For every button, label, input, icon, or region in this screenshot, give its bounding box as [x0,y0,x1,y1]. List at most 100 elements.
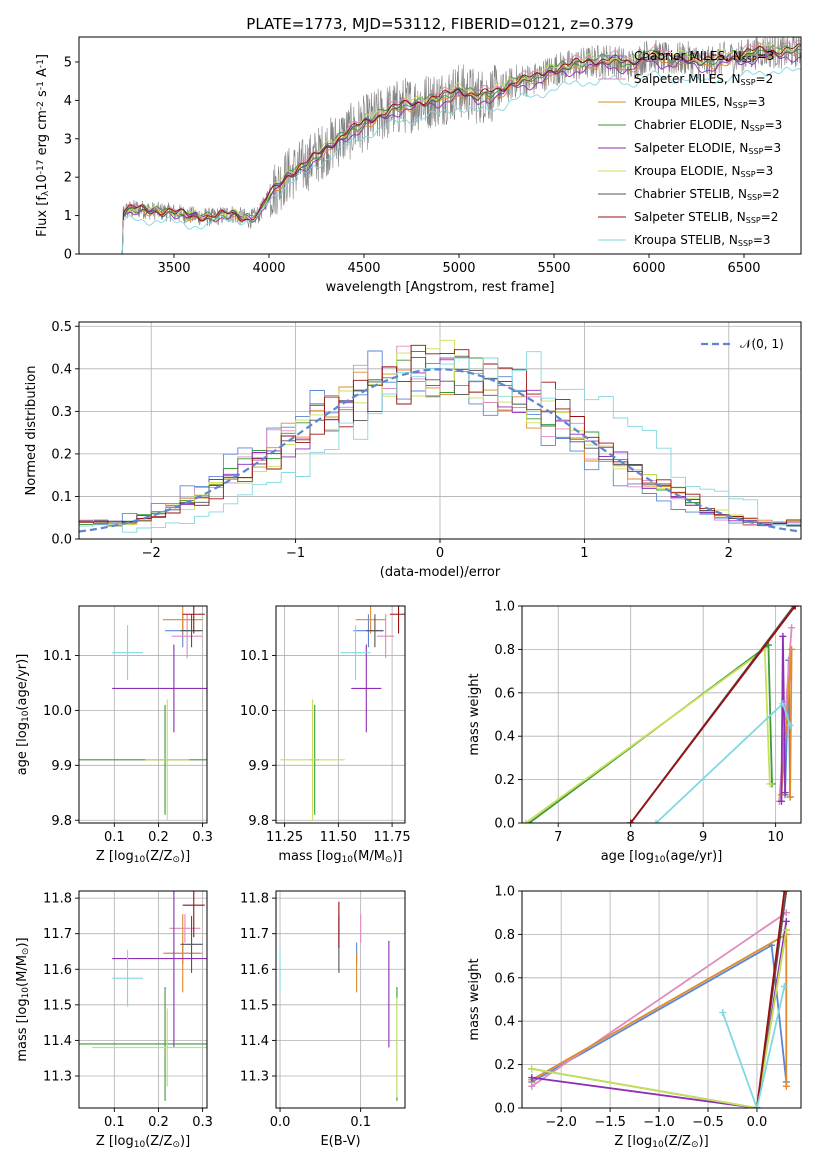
x-tick-label: −1.5 [594,1115,626,1130]
x-axis-label: age [log10(age/yr)] [601,849,723,865]
x-tick-label: 6500 [727,261,760,276]
x-tick-label: 4500 [347,261,380,276]
axes-frame [78,890,208,1109]
y-tick-label: 2 [64,171,72,186]
x-tick-label: 0.2 [148,1115,169,1130]
weight-marker [782,1082,790,1090]
plot-area [79,891,207,1101]
plot-area [118,37,801,254]
weight-line-salpeter-stelib [629,606,796,823]
weight-marker [786,793,794,801]
x-axis-label: E(B-V) [320,1134,360,1149]
normal-curve [79,368,801,533]
weight-line-salpeter-elodie [531,921,788,1108]
legend-label: Chabrier ELODIE, NSSP=3 [634,118,782,133]
x-tick-label: −2.0 [545,1115,577,1130]
weight-marker [528,1082,536,1090]
x-tick-label: 0.3 [192,830,213,845]
x-tick-label: 0.1 [104,1115,125,1130]
y-tick-label: 10.0 [43,704,72,719]
y-tick-label: 0.4 [494,730,515,745]
weight-marker [522,819,530,823]
weight-marker [753,1104,761,1108]
y-tick-label: 10.1 [240,649,269,664]
legend-label: Chabrier MILES, NSSP=3 [634,49,774,64]
model-line-kroupa-stelib [118,66,801,254]
y-tick-label: 0.2 [494,773,515,788]
errorbar-point [112,644,207,733]
x-tick-label: 0.1 [104,830,125,845]
weight-marker [780,891,788,895]
y-axis-label: mass [log10(M/M⊙)] [15,937,31,1061]
spectrum-legend: Chabrier MILES, NSSP=3 Salpeter MILES, NS… [598,49,782,248]
x-tick-label: 7 [554,830,562,845]
legend-label: Kroupa MILES, NSSP=3 [634,95,765,110]
y-tick-label: 11.5 [43,998,72,1013]
legend-label: 𝒩(0, 1) [740,337,784,351]
x-tick-label: −1.0 [643,1115,675,1130]
y-tick-label: 0.8 [494,643,515,658]
weight-marker [782,926,790,934]
errorbar-point [280,699,345,821]
weight-marker [777,797,785,805]
y-tick-label: 0.4 [51,362,72,377]
errorbar-point [92,1008,207,1087]
model-line-salpeter-elodie [118,52,801,254]
errorbar-point [377,614,395,659]
y-tick-label: 3 [64,132,72,147]
y-axis-label: Flux [fλ10-17 erg cm-2 s-1 A-1] [35,54,51,237]
x-tick-label: 11.75 [373,830,410,845]
x-tick-label: 2 [725,546,733,561]
plot-area [279,901,398,1101]
plot-area [79,606,207,821]
y-tick-label: 11.5 [240,998,269,1013]
errorbar-point [162,914,203,993]
axes-frame [275,605,406,824]
y-tick-label: 9.9 [51,759,72,774]
y-tick-label: 0.2 [494,1058,515,1073]
errorbar-point [182,891,205,938]
y-tick-label: 0.5 [51,320,72,335]
x-tick-label: 11.50 [320,830,357,845]
errorbar-point [180,614,203,648]
panel-massweight_vs_Z: −2.0 −1.5 −1.0 −0.5 0.0 0.0 0.2 0.4 0.6 0.8 1.0 Z [… [467,885,802,1150]
weight-line-salpeter-stelib [756,891,786,1108]
x-tick-label: 5500 [537,261,570,276]
y-tick-label: 0.0 [494,1102,515,1117]
y-tick-label: 11.6 [240,963,269,978]
model-line-kroupa-miles [118,50,801,254]
weight-marker [780,982,788,990]
x-tick-label: 5000 [442,261,475,276]
x-tick-label: −0.5 [692,1115,724,1130]
weight-marker [781,789,789,797]
x-tick-label: 4000 [252,261,285,276]
weight-marker [788,624,796,632]
y-tick-label: 5 [64,55,72,70]
axes-frame [78,321,802,540]
y-axis-label: mass weight [467,673,482,755]
hist-salpeter-miles [79,345,801,539]
weight-line-kroupa-elodie [531,929,788,1108]
weight-marker [791,606,799,610]
x-axis-label: Z [log10(Z/Z⊙)] [96,1134,190,1150]
x-tick-label: 3500 [157,261,190,276]
errorbar-point [389,606,405,634]
y-tick-label: 11.8 [240,892,269,907]
panel-residuals: −2 −1 0 1 2 0.0 0.1 0.2 0.3 0.4 0.5 (data-model)/er… [24,320,802,580]
y-axis-label: Normed distribution [24,366,39,496]
model-line-salpeter-stelib [118,43,801,254]
y-tick-label: 11.3 [240,1069,269,1084]
weight-marker [719,1009,727,1017]
errorbar-point [145,699,190,821]
y-tick-label: 0 [64,248,72,263]
weight-marker [788,645,796,653]
errorbar-point [351,644,382,733]
errorbar-point [169,914,201,943]
y-tick-label: 9.8 [51,814,72,829]
plot-area [280,606,405,821]
panel-mass_vs_EBV: 0.0 0.1 11.3 11.4 11.5 11.6 11.7 11.8 E(B-V) [240,890,406,1149]
errorbar-point [79,987,207,1101]
y-tick-label: 9.8 [248,814,269,829]
legend-label: Kroupa STELIB, NSSP=3 [634,233,771,248]
axes-frame [78,605,208,824]
